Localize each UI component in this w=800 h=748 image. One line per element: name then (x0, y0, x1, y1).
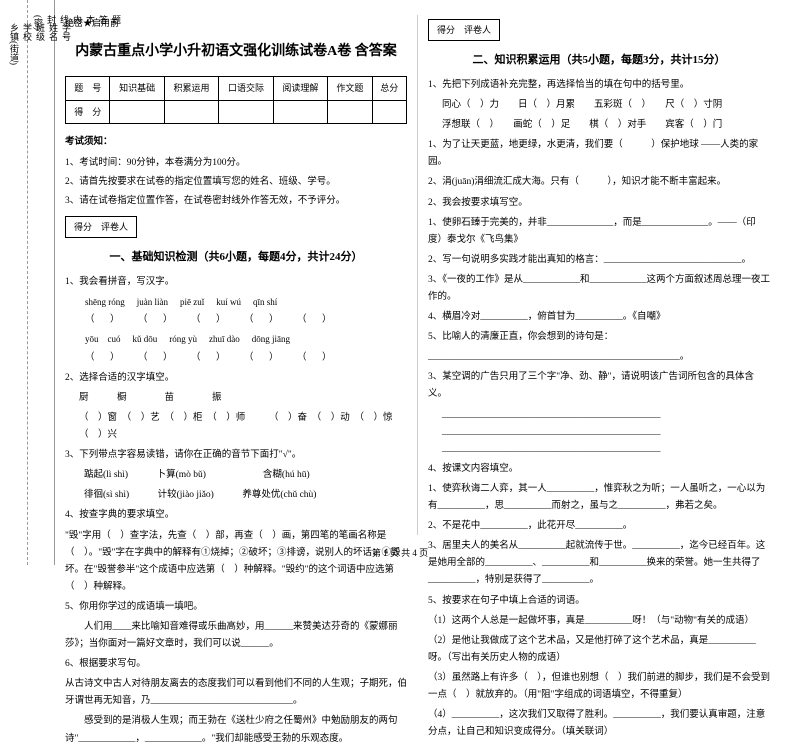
s2q1d: 2、涓(juān)涓细流汇成大海。只有（ ），知识才能不断丰富起来。 (428, 174, 770, 191)
s2q4b: 2、不是花中__________，此花开尽__________。 (428, 518, 770, 535)
margin-inner-label: 题 (110, 15, 123, 535)
s2q5a: （1）这两个人总是一起做坏事，真是__________呀！（与"动物"有关的成语… (428, 613, 770, 630)
s2q4: 4、按课文内容填空。 (428, 461, 770, 478)
q4-text: "毁"字用（ ）查字法，先查（ ）部，再查（ ）画，第四笔的笔画名称是（ ）。"… (65, 528, 407, 596)
s2q3: 3、某空调的广告只用了三个字"净、劲、静"，请说明该广告词所包含的具体含义。 (428, 369, 770, 403)
pinyin: róng yù (169, 331, 197, 347)
margin-inner-label: (密) (32, 15, 45, 535)
margin-inner-label: 答 (97, 15, 110, 535)
td-blank[interactable] (328, 100, 372, 123)
pinyin: piē zuǐ (180, 294, 204, 310)
td-blank[interactable] (372, 100, 406, 123)
s2q5b: （2）是他让我做成了这个艺术品，又是他打碎了这个艺术品，真是__________… (428, 633, 770, 667)
s2q1b: 浮想联（ ） 画蛇（ ）足 棋（ ）对手 宾客（ ）门 (428, 117, 770, 134)
s2q2e: 5、比喻人的清廉正直，你会想到的诗句是： (428, 329, 770, 346)
s2q1a: 同心（ ）力 日（ ）月累 五彩斑（ ） 尺（ ）寸阴 (428, 97, 770, 114)
q6-text: 从古诗文中古人对待朋友离去的态度我们可以看到他们不同的人生观；子期死，伯牙谓世再… (65, 676, 407, 710)
pinyin: kǔ dōu (133, 331, 158, 347)
td-blank[interactable] (219, 100, 273, 123)
margin-inner-label: 内 (71, 15, 84, 535)
pinyin: qīn shí (253, 294, 277, 310)
s2q5d: （4）__________，这次我们又取得了胜利。__________，我们要认… (428, 707, 770, 741)
s2q2b: 2、写一句说明多实践才能出真知的格言：_____________________… (428, 252, 770, 269)
margin-label: 乡镇(街道) (8, 23, 21, 527)
margin-inner-label: 本 (84, 15, 97, 535)
th: 阅读理解 (273, 77, 327, 100)
margin-inner-labels: 题 答 本 内 线 封 (密) (32, 15, 123, 535)
s2q2c: 3、《一夜的工作》是从____________和____________这两个方… (428, 272, 770, 306)
td-blank[interactable] (164, 100, 218, 123)
s2q5: 5、按要求在句子中填上合适的词语。 (428, 593, 770, 610)
s2q5c: （3）虽然路上有许多（ ），但谁也别想（ ）我们前进的脚步，我们是不会受到一点（… (428, 670, 770, 704)
q5-text: 人们用____来比喻知音难得或乐曲高妙，用______来赞美达芬奇的《蒙娜丽莎》… (65, 619, 407, 653)
s2q1c: 1、为了让天更蓝，地更绿，水更清，我们要（ ）保护地球 ——人类的家园。 (428, 137, 770, 171)
right-column: 得分 评卷人 二、知识积累运用（共5小题，每题3分，共计15分） 1、先把下列成… (418, 15, 780, 535)
th: 总分 (372, 77, 406, 100)
pinyin: juàn liàn (137, 294, 168, 310)
s2q2line: ________________________________________… (428, 349, 770, 366)
page-footer: 第 1 页 共 4 页 (0, 546, 800, 559)
s2q1: 1、先把下列成语补充完整，再选择恰当的填在句中的括号里。 (428, 77, 770, 94)
td-blank[interactable] (273, 100, 327, 123)
blank-lines[interactable]: ________________________________________… (428, 407, 770, 458)
section2-title: 二、知识积累运用（共5小题，每题3分，共计15分） (428, 51, 770, 71)
s2q2a: 1、使卵石臻于完美的，并非______________，而是__________… (428, 215, 770, 249)
q6: 6、根据要求写句。 (65, 656, 407, 673)
q5: 5、你用你学过的成语填一填吧。 (65, 599, 407, 616)
s2q4a: 1、使弈秋诲二人弈，其一人__________，惟弈秋之为听；一人虽听之，一心以… (428, 481, 770, 515)
margin-inner-label: 封 (45, 15, 58, 535)
s2q2: 2、我会按要求填写空。 (428, 195, 770, 212)
q6-text2: 感受到的是消极人生观；而王勃在《送杜少府之任蜀州》中勉励朋友的两句诗"_____… (65, 713, 407, 747)
pinyin: kuí wú (216, 294, 241, 310)
s2q2d: 4、横眉冷对__________，俯首甘为__________。《自嘲》 (428, 309, 770, 326)
scorer-box: 得分 评卷人 (428, 19, 500, 41)
pinyin: dōng jiāng (252, 331, 290, 347)
binding-margin: 学号 姓名 班级 学校 乡镇(街道) 题 答 本 内 线 封 (密) (0, 0, 55, 565)
pinyin: zhuī dào (209, 331, 240, 347)
th: 积累运用 (164, 77, 218, 100)
margin-inner-label: 线 (58, 15, 71, 535)
th: 口语交际 (219, 77, 273, 100)
th: 作文题 (328, 77, 372, 100)
